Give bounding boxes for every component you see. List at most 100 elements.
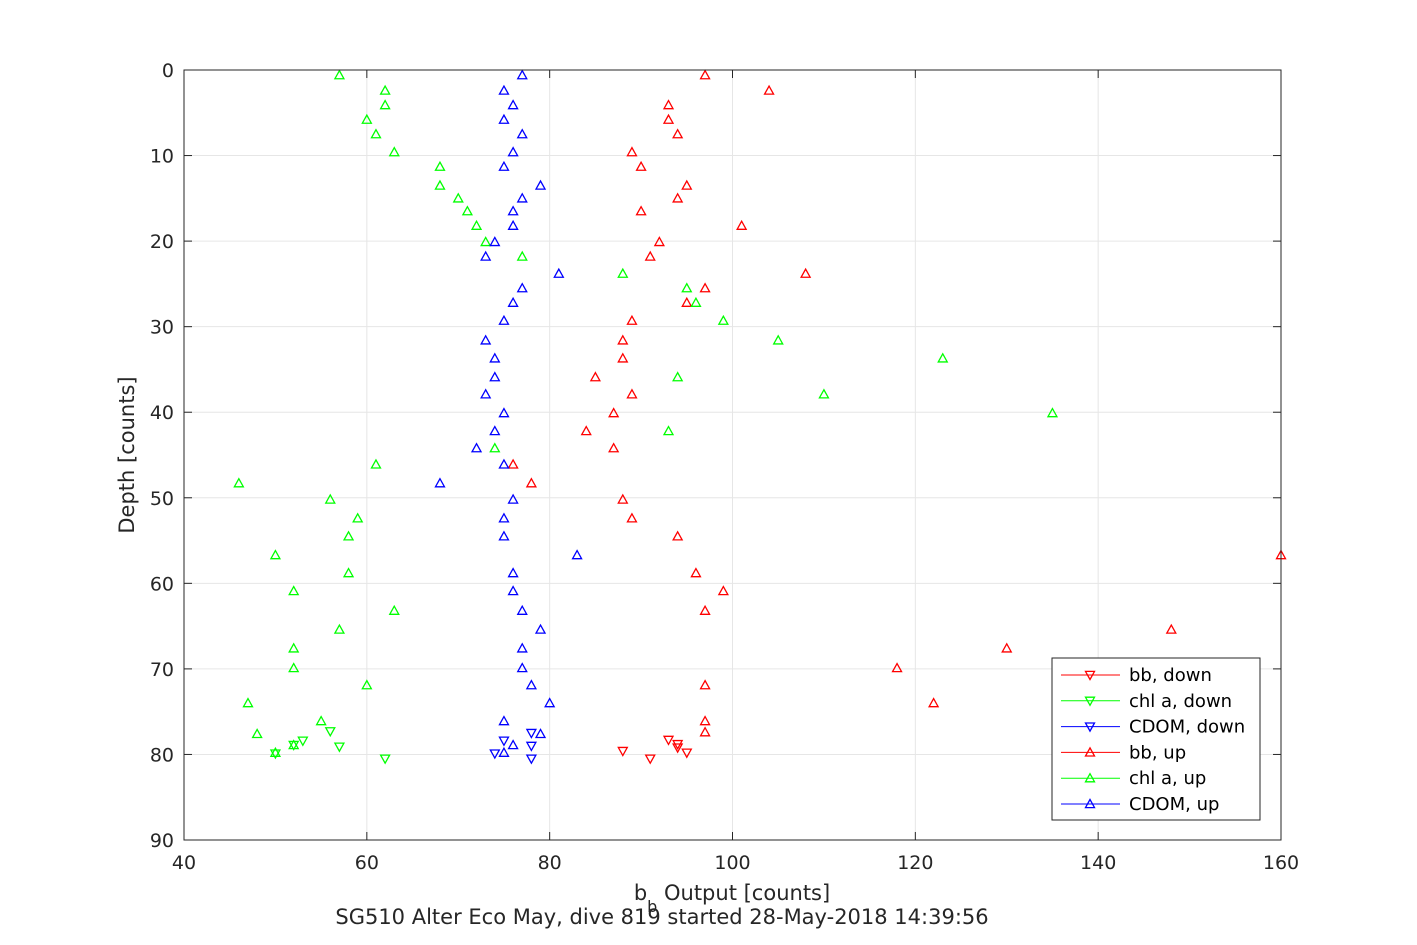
data-point xyxy=(333,742,346,753)
data-point xyxy=(635,205,647,216)
data-point xyxy=(361,679,373,690)
data-point xyxy=(489,749,501,760)
legend-marker xyxy=(1084,746,1096,757)
data-point xyxy=(516,192,528,203)
data-point xyxy=(379,99,391,110)
y-tick-label: 0 xyxy=(162,60,174,82)
data-point xyxy=(699,69,711,80)
data-point xyxy=(534,623,547,634)
data-point xyxy=(516,662,528,673)
data-point xyxy=(507,585,519,596)
x-tick-label: 100 xyxy=(714,852,750,874)
data-point xyxy=(672,192,684,203)
data-point xyxy=(681,748,693,759)
data-point xyxy=(461,205,473,216)
data-point xyxy=(297,736,309,747)
data-point xyxy=(361,113,373,124)
data-point xyxy=(736,219,748,230)
data-point xyxy=(662,425,675,436)
data-point xyxy=(672,371,684,382)
data-point xyxy=(498,84,510,95)
x-tick-label: 40 xyxy=(172,852,196,874)
data-point xyxy=(644,250,656,261)
data-point xyxy=(690,296,702,307)
x-tick-label: 160 xyxy=(1263,852,1299,874)
data-point xyxy=(525,679,537,690)
data-point xyxy=(379,84,391,95)
series-3 xyxy=(507,69,1287,737)
data-point xyxy=(672,128,684,139)
data-point xyxy=(516,642,528,653)
y-tick-label: 80 xyxy=(150,744,174,766)
x-tick-label: 60 xyxy=(355,852,379,874)
data-point xyxy=(498,314,510,325)
data-point xyxy=(489,352,501,363)
legend-box xyxy=(1051,657,1261,821)
legend-marker xyxy=(1084,696,1096,707)
data-point xyxy=(507,219,519,230)
series-0 xyxy=(617,735,693,765)
data-point xyxy=(653,236,665,247)
legend-entry: chl a, up xyxy=(1129,768,1206,789)
data-point xyxy=(452,192,464,203)
data-point xyxy=(617,493,629,504)
data-point xyxy=(516,128,528,139)
data-point xyxy=(937,352,949,363)
data-point xyxy=(525,741,537,752)
data-point xyxy=(580,425,592,436)
data-point xyxy=(498,512,510,523)
data-point xyxy=(434,160,446,171)
data-point xyxy=(507,567,519,578)
data-point xyxy=(717,585,729,596)
data-point xyxy=(681,282,693,293)
data-point xyxy=(800,267,812,278)
data-point xyxy=(324,727,336,738)
data-point xyxy=(507,458,519,469)
data-point xyxy=(617,267,629,278)
data-point xyxy=(269,549,282,560)
data-point xyxy=(498,746,510,757)
data-point xyxy=(544,697,556,708)
data-point xyxy=(288,739,300,750)
data-point xyxy=(553,267,565,278)
data-point xyxy=(635,160,647,171)
data-point xyxy=(626,314,638,325)
data-point xyxy=(672,530,684,541)
data-point xyxy=(480,388,492,399)
data-point xyxy=(251,728,263,739)
data-point xyxy=(516,69,528,80)
data-point xyxy=(242,697,254,708)
data-point xyxy=(480,250,492,261)
data-point xyxy=(498,160,510,171)
data-point xyxy=(470,442,483,453)
data-point xyxy=(388,146,400,157)
y-tick-label: 20 xyxy=(150,231,174,253)
legend-entry: CDOM, down xyxy=(1129,717,1245,738)
data-point xyxy=(507,296,519,307)
data-point xyxy=(699,604,711,615)
data-point xyxy=(534,728,547,739)
y-tick-label: 40 xyxy=(150,402,174,424)
data-point xyxy=(699,282,711,293)
data-point xyxy=(388,604,400,615)
x-tick-label: 120 xyxy=(897,852,933,874)
data-point xyxy=(617,334,629,345)
series-5 xyxy=(434,69,583,757)
y-tick-label: 50 xyxy=(150,488,174,510)
data-point xyxy=(571,549,583,560)
data-point xyxy=(288,662,300,673)
x-tick-label: 80 xyxy=(538,852,562,874)
legend-entry: chl a, down xyxy=(1129,691,1232,712)
series-2 xyxy=(489,728,537,765)
data-point xyxy=(772,334,784,345)
data-point xyxy=(370,458,382,469)
data-point xyxy=(699,715,711,726)
data-point xyxy=(489,236,501,247)
x-tick-label: 140 xyxy=(1080,852,1116,874)
data-point xyxy=(534,179,547,190)
data-point xyxy=(717,314,729,325)
data-point xyxy=(498,458,510,469)
data-point xyxy=(498,715,510,726)
legend-marker xyxy=(1084,670,1096,681)
data-point xyxy=(928,697,940,708)
